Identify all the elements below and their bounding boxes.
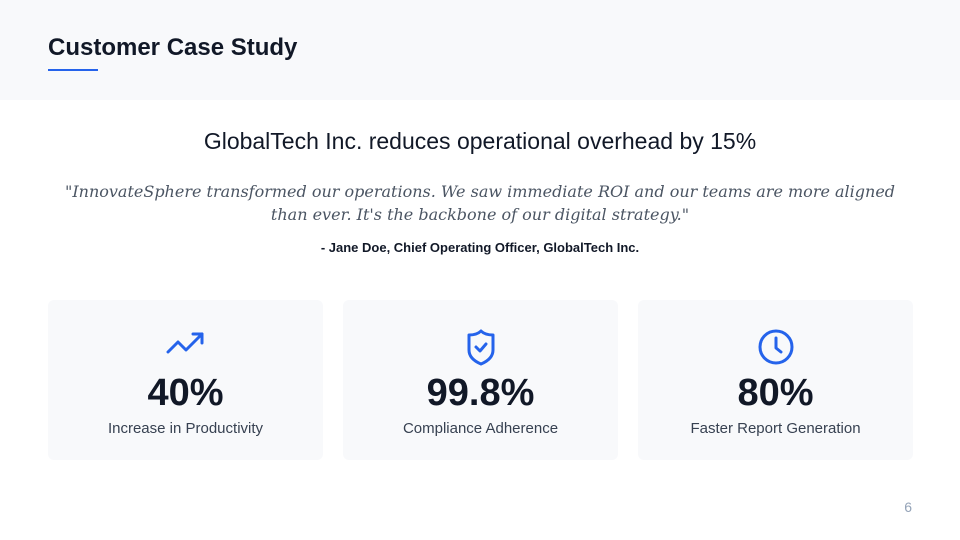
stat-value: 80% (737, 372, 814, 414)
shield-check-icon (467, 329, 494, 366)
attribution: - Jane Doe, Chief Operating Officer, Glo… (320, 240, 640, 255)
clock-icon (758, 329, 793, 365)
page-number: 6 (904, 499, 912, 515)
header: Customer Case Study (0, 0, 960, 100)
stat-value: 40% (147, 372, 224, 414)
stat-card-productivity: 40% Increase in Productivity (48, 300, 323, 460)
page-title: Customer Case Study (48, 34, 298, 61)
trending-up-icon (166, 332, 203, 354)
headline: GlobalTech Inc. reduces operational over… (203, 128, 757, 154)
stat-label: Compliance Adherence (402, 420, 559, 437)
title-underline (48, 69, 98, 71)
stat-label: Faster Report Generation (690, 420, 861, 437)
stat-card-compliance: 99.8% Compliance Adherence (343, 300, 618, 460)
stat-value: 99.8% (426, 372, 535, 414)
testimonial-quote: "InnovateSphere transformed our operatio… (64, 182, 896, 224)
stat-label: Increase in Productivity (107, 420, 264, 437)
stat-card-report: 80% Faster Report Generation (638, 300, 913, 460)
